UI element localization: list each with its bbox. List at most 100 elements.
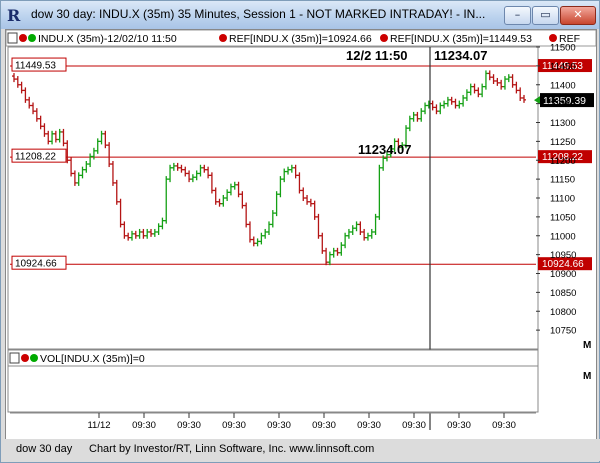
price-bar [518,87,523,101]
y-tick-label: 10800 [550,307,576,318]
price-bar [305,194,310,205]
price-bar [354,221,359,232]
y-tick-label: 10950 [550,250,576,261]
minimize-button[interactable]: – [504,6,531,25]
title-bar[interactable]: R dow 30 day: INDU.X (35m) 35 Minutes, S… [1,1,599,29]
price-bar [377,164,382,220]
price-bar [232,181,237,190]
volume-m-button[interactable]: M [583,371,591,382]
last-price-label: 11359.39 [543,95,586,107]
price-bar [175,162,180,171]
price-bar [499,79,504,90]
close-button[interactable]: ✕ [560,6,596,25]
price-bar [301,187,306,202]
price-bar [331,247,336,258]
x-tick-label: 09:30 [312,420,336,431]
last-price-tag [540,93,594,108]
price-bar [282,168,287,183]
chart-credit: Chart by Investor/RT, Linn Software, Inc… [89,443,375,455]
price-bar [274,191,279,217]
symbol-dot-icon [19,34,27,42]
price-bar [392,138,397,152]
price-chart[interactable]: INDU.X (35m)-12/02/10 11:50 REF[INDU.X (… [6,30,596,460]
price-bar [510,74,515,88]
price-bar [95,138,100,154]
price-bar [400,142,405,151]
price-bar [171,162,176,171]
y-tick-label: 11100 [550,194,575,205]
price-bar [487,70,492,81]
price-bar [316,213,321,239]
last-price-marker-icon [534,96,540,105]
price-bar [179,164,184,173]
price-bar [38,115,43,130]
price-bar [133,230,138,239]
price-pane[interactable] [7,46,539,350]
ref3-label: REF [559,33,580,45]
price-bar [396,138,401,151]
price-bar [369,228,374,239]
ref2-label: REF[INDU.X (35m)]=11449.53 [390,33,532,45]
price-bar [15,76,20,88]
price-bar [251,236,256,247]
price-bar [69,157,74,177]
y-tick-label: 11150 [550,175,575,186]
reference-line-left-tag [11,255,67,270]
reference-line-left-tag [11,148,67,163]
x-tick-label: 09:30 [222,420,246,431]
price-bar [343,232,348,249]
price-bar [362,228,367,241]
price-bar [514,81,519,94]
y-tick-label: 11500 [550,43,576,54]
price-bar [206,166,211,179]
price-bar [65,140,70,164]
y-tick-label: 11200 [550,156,576,167]
price-bar [442,100,447,109]
price-bar [110,161,115,186]
price-bar [57,128,62,143]
volume-checkbox[interactable] [9,352,20,364]
x-tick-label: 09:30 [132,420,156,431]
price-bar [502,76,507,90]
x-tick-label: 09:30 [447,420,471,431]
x-tick-label: 09:30 [402,420,426,431]
price-bar [247,221,252,243]
price-bar [217,198,222,207]
reference-line-axis-label: 11208.22 [542,152,583,163]
price-bar [34,108,39,122]
chart-area[interactable]: INDU.X (35m)-12/02/10 11:50 REF[INDU.X (… [5,29,597,461]
symbol-dot-icon [28,34,36,42]
price-bar [407,115,412,132]
volume-dot-icon [21,354,29,362]
reference-line-axis-tag [538,150,592,164]
price-bar [190,174,195,183]
price-bar [350,225,355,235]
reference-line-left-label: 11208.22 [15,152,56,163]
price-bar [76,172,81,186]
y-tick-label: 10750 [550,326,576,337]
price-bar [464,89,469,101]
price-bar [335,247,340,256]
volume-label: VOL[INDU.X (35m)]=0 [40,353,145,365]
price-bar [434,104,439,115]
price-bar [449,96,454,105]
header-checkbox[interactable] [7,32,18,44]
price-bar [137,228,142,239]
maximize-button[interactable]: ▭ [532,6,559,25]
price-bar [430,100,435,111]
price-bar [468,83,473,96]
price-pane-m-button[interactable]: M [583,340,591,351]
price-bar [27,96,32,109]
price-bar [419,108,424,122]
price-bar [126,232,131,241]
volume-pane[interactable] [7,365,539,413]
x-tick-label: 09:30 [177,420,201,431]
price-bar [236,181,241,198]
reference-line-axis-tag [538,59,592,73]
app-logo-icon: R [7,6,21,25]
price-bar [23,87,28,103]
window-title: dow 30 day: INDU.X (35m) 35 Minutes, Ses… [31,7,486,21]
y-tick-label: 10900 [550,269,576,280]
price-bar [99,130,104,145]
